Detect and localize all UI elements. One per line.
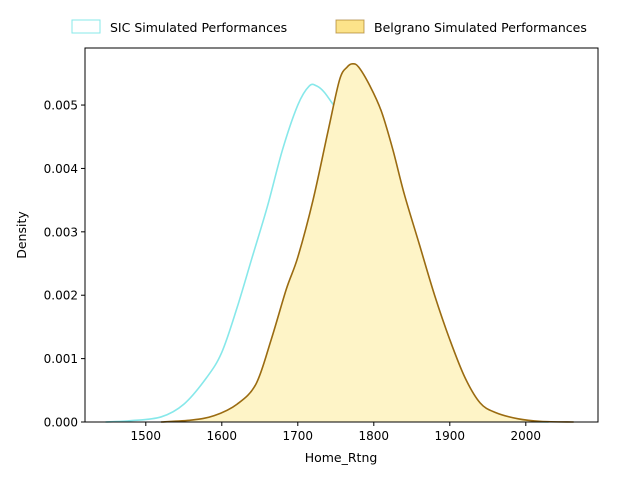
x-tick-label: 1500 — [131, 429, 162, 443]
y-axis: 0.000 0.001 0.002 0.003 0.004 0.005 — [44, 99, 85, 430]
y-tick-label: 0.004 — [44, 162, 78, 176]
legend-swatch-sic — [71, 19, 101, 34]
legend-label-sic: SIC Simulated Performances — [110, 20, 287, 35]
plot-area — [84, 47, 599, 423]
x-tick-label: 1900 — [435, 429, 466, 443]
axes-frame — [84, 47, 599, 423]
x-tick-label: 1600 — [207, 429, 238, 443]
y-axis-label: Density — [14, 211, 29, 259]
y-tick-label: 0.000 — [44, 416, 78, 430]
x-tick-label: 2000 — [511, 429, 542, 443]
y-tick-label: 0.001 — [44, 352, 78, 366]
legend-swatch-belgrano — [335, 19, 365, 34]
y-tick-label: 0.003 — [44, 225, 78, 239]
series-layer — [105, 63, 574, 423]
x-axis-label: Home_Rtng — [305, 450, 378, 465]
x-tick-label: 1800 — [359, 429, 390, 443]
y-tick-label: 0.002 — [44, 289, 78, 303]
density-line-belgrano — [160, 63, 574, 423]
legend: SIC Simulated Performances Belgrano Simu… — [71, 19, 587, 35]
x-axis: 1500 1600 1700 1800 1900 2000 — [131, 422, 542, 443]
density-area-belgrano — [161, 63, 574, 422]
y-tick-label: 0.005 — [44, 99, 78, 113]
x-tick-label: 1700 — [283, 429, 314, 443]
legend-label-belgrano: Belgrano Simulated Performances — [374, 20, 587, 35]
